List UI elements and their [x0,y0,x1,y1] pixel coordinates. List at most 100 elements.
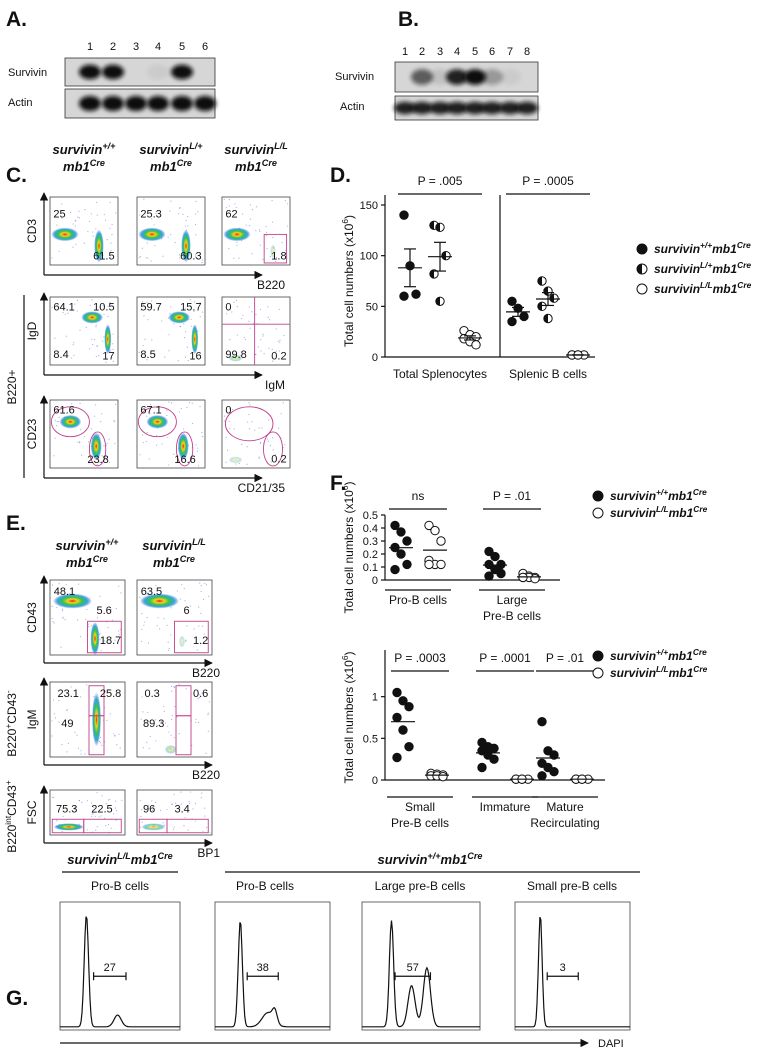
gate-percent: 25.3 [140,208,161,220]
event-dot [248,413,250,416]
event-dot [110,250,112,252]
superscript: L/L [656,664,669,674]
event-dot [159,809,162,811]
event-dot [199,302,201,304]
event-dot [53,622,55,624]
event-dot [65,335,67,337]
event-dot [225,207,227,209]
data-point [435,222,445,232]
event-dot [74,731,76,734]
event-dot [105,803,107,805]
event-dot [258,457,260,459]
event-dot [146,593,148,595]
event-dot [159,628,161,630]
band [499,101,521,115]
event-dot [62,305,64,308]
superscript: +/+ [105,537,119,547]
event-dot [106,239,108,241]
event-dot [141,640,143,642]
legend-entry: survivin+/+mb1Cre [654,240,751,256]
density-blob [228,354,243,362]
event-dot [208,701,210,703]
gate-percent: 16 [189,351,201,363]
event-dot [150,260,152,262]
category-label: Large [497,593,528,607]
data-point [496,559,506,570]
event-dot [255,206,258,208]
data-point [402,536,412,546]
event-dot [249,204,252,206]
event-dot [276,256,278,259]
event-dot [166,409,168,411]
event-dot [118,630,120,632]
event-dot [170,634,172,636]
event-dot [178,254,181,256]
event-dot [180,791,182,793]
event-dot [100,815,102,817]
band [102,64,124,80]
legend-entry: survivinL/Lmb1Cre [610,664,708,680]
gate [87,620,122,654]
axis-label: CD21/35 [238,481,286,495]
event-dot [198,625,200,627]
category-label: Recirculating [530,816,599,830]
y-tick-label: 0.5 [363,733,378,745]
event-dot [234,203,236,205]
event-dot [144,588,146,590]
y-tick-label: 0.4 [363,523,378,535]
event-dot [233,257,235,259]
gate-percent: 62 [225,208,237,220]
event-dot [174,241,176,244]
superscript: Cre [90,158,105,168]
event-dot [74,225,76,227]
event-dot [109,227,111,229]
event-dot [274,351,276,353]
data-point [477,762,487,773]
data-point [489,754,499,764]
density-blob [51,227,79,242]
event-dot [118,585,120,587]
event-dot [56,420,59,423]
axis-label: B220 [192,768,220,782]
event-dot [181,583,183,586]
event-dot [183,323,185,325]
data-point [392,752,402,763]
density-blob [92,692,101,747]
density-blob [164,745,177,754]
event-dot [209,832,211,834]
event-dot [88,626,90,628]
gate [263,431,283,467]
legend-marker [592,490,604,502]
superscript: int [3,815,13,825]
gate [175,715,192,756]
gate-percent: 6 [184,605,190,617]
superscript: L/L [656,504,669,514]
event-dot [208,595,210,598]
event-dot [178,683,180,685]
data-point [399,210,409,220]
event-dot [251,209,254,211]
event-dot [58,416,60,418]
event-dot [202,830,204,832]
event-dot [61,217,63,219]
event-dot [168,647,170,650]
axis-label: CD43 [25,602,39,633]
data-point [390,564,400,575]
event-dot [87,441,90,443]
event-dot [143,315,145,317]
y-tick-label: 0.3 [363,536,378,548]
event-dot [140,309,142,311]
superscript: Cre [158,851,173,861]
event-dot [258,427,260,429]
gate-percent: 23.8 [87,454,108,466]
panel-label: C. [6,164,27,187]
data-point [549,750,559,760]
gate [166,818,209,834]
genotype-header: survivinL/+ [139,141,203,157]
event-dot [55,215,57,218]
event-dot [139,454,141,456]
event-dot [187,225,189,227]
data-point [537,716,547,727]
event-dot [196,447,199,449]
event-dot [90,428,92,430]
